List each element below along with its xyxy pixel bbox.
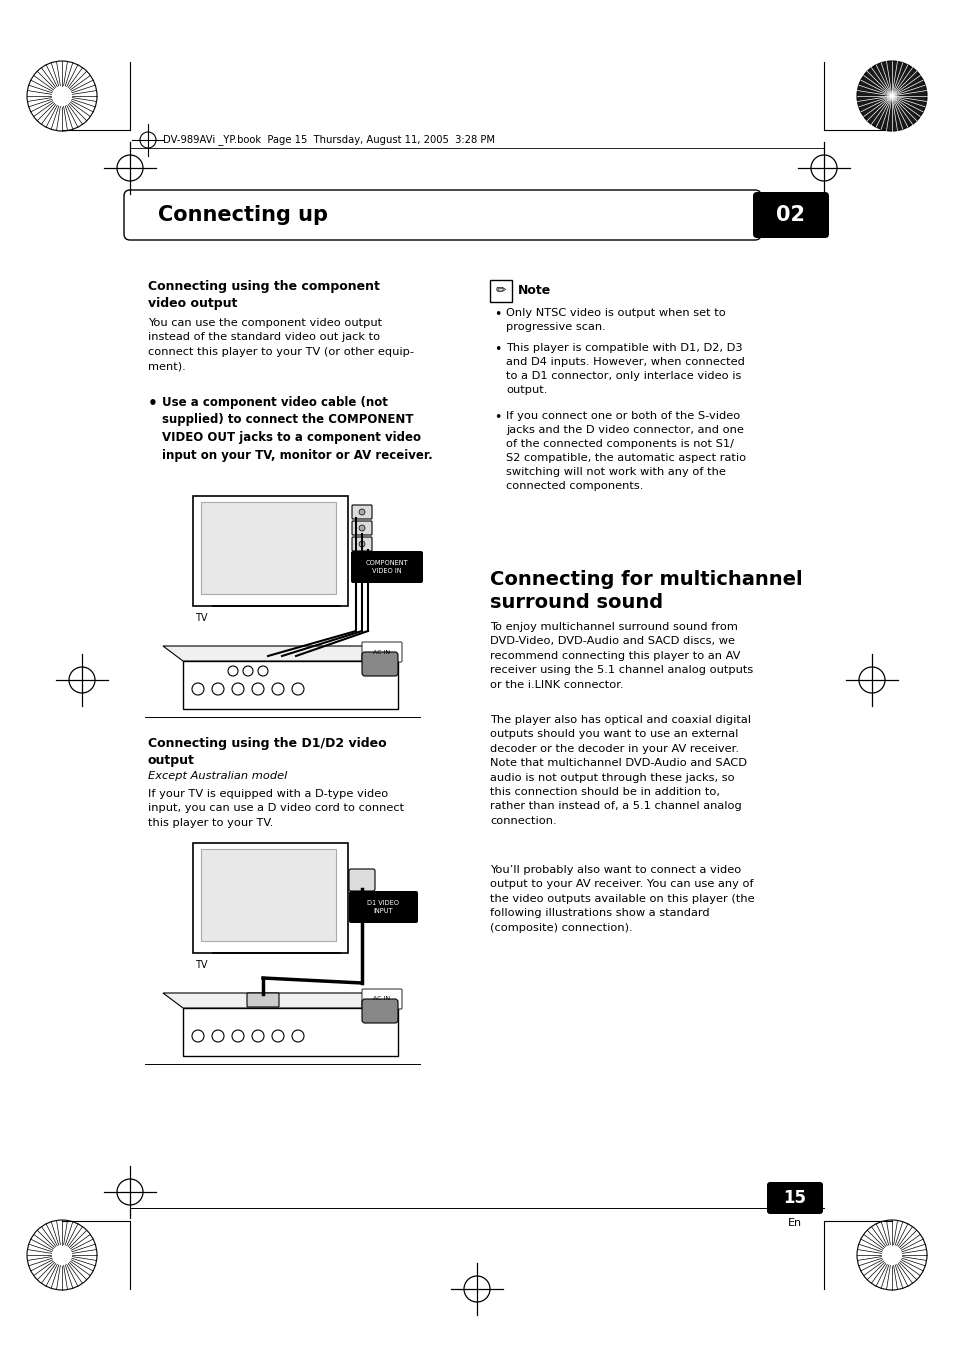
FancyBboxPatch shape — [352, 521, 372, 535]
Text: Use a component video cable (not
supplied) to connect the COMPONENT
VIDEO OUT ja: Use a component video cable (not supplie… — [162, 396, 433, 462]
Text: Connecting using the component
video output: Connecting using the component video out… — [148, 280, 379, 309]
Text: If your TV is equipped with a D-type video
input, you can use a D video cord to : If your TV is equipped with a D-type vid… — [148, 789, 404, 828]
FancyBboxPatch shape — [361, 653, 397, 676]
Circle shape — [358, 509, 365, 515]
Text: If you connect one or both of the S-video
jacks and the D video connector, and o: If you connect one or both of the S-vide… — [505, 411, 745, 490]
FancyBboxPatch shape — [349, 892, 417, 923]
FancyBboxPatch shape — [352, 505, 372, 519]
Circle shape — [856, 61, 926, 131]
Circle shape — [228, 666, 237, 676]
Circle shape — [243, 666, 253, 676]
FancyBboxPatch shape — [752, 192, 828, 238]
Circle shape — [257, 666, 268, 676]
Text: 02: 02 — [776, 205, 804, 226]
FancyBboxPatch shape — [766, 1182, 822, 1215]
FancyBboxPatch shape — [361, 989, 401, 1009]
Text: Except Australian model: Except Australian model — [148, 771, 287, 781]
Text: En: En — [787, 1219, 801, 1228]
Text: •: • — [494, 411, 501, 424]
Bar — [490, 280, 512, 303]
Text: DV-989AVi _YP.book  Page 15  Thursday, August 11, 2005  3:28 PM: DV-989AVi _YP.book Page 15 Thursday, Aug… — [163, 135, 495, 146]
Text: Connecting using the D1/D2 video
output: Connecting using the D1/D2 video output — [148, 738, 386, 767]
FancyBboxPatch shape — [361, 642, 401, 662]
Text: COMPONENT
VIDEO IN: COMPONENT VIDEO IN — [365, 561, 408, 574]
Text: Connecting up: Connecting up — [158, 205, 328, 226]
Text: To enjoy multichannel surround sound from
DVD-Video, DVD-Audio and SACD discs, w: To enjoy multichannel surround sound fro… — [490, 621, 753, 689]
FancyBboxPatch shape — [352, 536, 372, 551]
Text: •: • — [148, 396, 157, 411]
Text: The player also has optical and coaxial digital
outputs should you want to use a: The player also has optical and coaxial … — [490, 715, 750, 825]
Text: AC IN: AC IN — [373, 650, 390, 654]
Text: •: • — [494, 343, 501, 357]
Text: 15: 15 — [782, 1189, 805, 1206]
Circle shape — [358, 526, 365, 531]
FancyBboxPatch shape — [351, 551, 422, 584]
Text: ✏: ✏ — [496, 285, 506, 297]
Text: D1 VIDEO
INPUT: D1 VIDEO INPUT — [367, 900, 398, 913]
FancyBboxPatch shape — [349, 869, 375, 892]
Text: TV: TV — [194, 961, 208, 970]
Text: TV: TV — [194, 613, 208, 623]
Bar — [193, 496, 348, 607]
Text: Connecting for multichannel
surround sound: Connecting for multichannel surround sou… — [490, 570, 801, 612]
Bar — [201, 503, 335, 594]
Bar — [183, 1008, 397, 1056]
Text: •: • — [494, 308, 501, 322]
FancyBboxPatch shape — [247, 993, 278, 1006]
Bar — [201, 848, 335, 942]
Text: This player is compatible with D1, D2, D3
and D4 inputs. However, when connected: This player is compatible with D1, D2, D… — [505, 343, 744, 394]
Bar — [193, 843, 348, 952]
Text: You can use the component video output
instead of the standard video out jack to: You can use the component video output i… — [148, 317, 414, 372]
Bar — [183, 661, 397, 709]
FancyBboxPatch shape — [361, 998, 397, 1023]
FancyBboxPatch shape — [124, 190, 760, 240]
Text: Only NTSC video is output when set to
progressive scan.: Only NTSC video is output when set to pr… — [505, 308, 725, 332]
Text: AC IN: AC IN — [373, 997, 390, 1001]
Polygon shape — [163, 646, 397, 661]
Text: You’ll probably also want to connect a video
output to your AV receiver. You can: You’ll probably also want to connect a v… — [490, 865, 754, 932]
Text: Note: Note — [517, 284, 551, 297]
Polygon shape — [163, 993, 397, 1008]
Circle shape — [358, 540, 365, 547]
